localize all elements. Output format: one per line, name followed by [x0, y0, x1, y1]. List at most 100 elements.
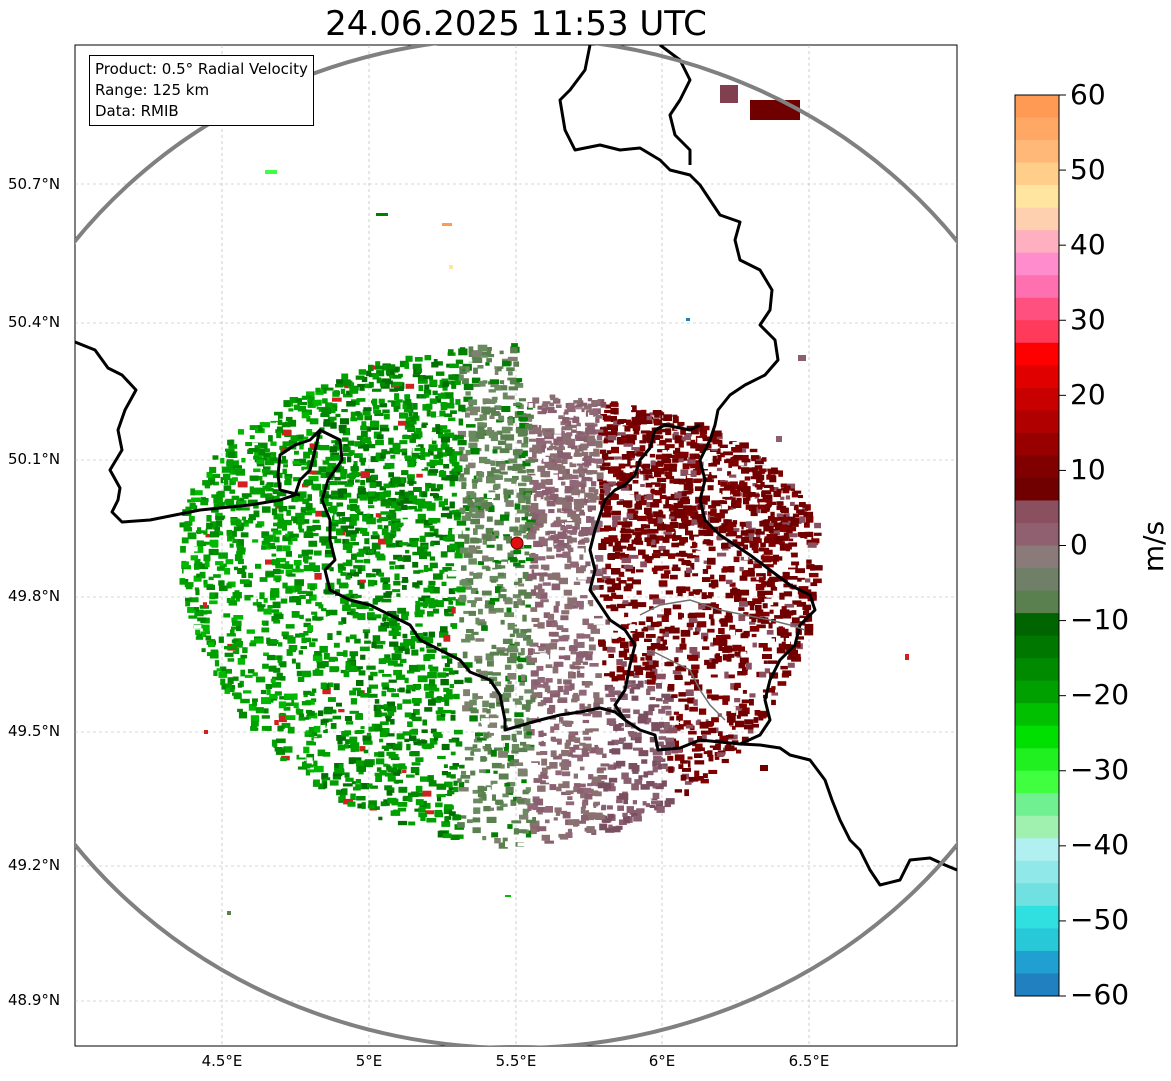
- echo-pixel: [638, 713, 649, 720]
- echo-pixel: [370, 806, 380, 810]
- echo-pixel: [227, 439, 234, 446]
- echo-pixel: [272, 601, 281, 609]
- echo-pixel: [572, 747, 580, 752]
- echo-pixel: [560, 765, 569, 771]
- echo-pixel: [323, 781, 328, 789]
- echo-pixel: [211, 508, 219, 513]
- echo-pixel: [635, 531, 642, 539]
- echo-pixel: [561, 628, 569, 633]
- echo-pixel: [308, 769, 315, 773]
- echo-pixel: [485, 527, 494, 534]
- echo-pixel: [779, 592, 785, 600]
- echo-pixel: [530, 703, 537, 711]
- echo-pixel: [446, 380, 453, 385]
- echo-pixel: [402, 585, 407, 590]
- echo-pixel: [397, 765, 407, 770]
- echo-pixel: [381, 378, 392, 383]
- echo-pixel: [362, 514, 368, 522]
- echo-pixel: [415, 684, 420, 691]
- echo-pixel: [631, 447, 640, 451]
- echo-pixel: [449, 501, 455, 509]
- echo-pixel: [420, 463, 425, 469]
- echo-pixel: [470, 537, 478, 542]
- echo-pixel: [478, 797, 483, 804]
- echo-pixel: [606, 431, 612, 438]
- echo-pixel: [261, 545, 267, 550]
- echo-pixel: [428, 517, 438, 524]
- echo-pixel: [701, 470, 710, 475]
- echo-pixel: [337, 488, 347, 494]
- echo-pixel: [402, 720, 408, 725]
- echo-pixel: [527, 760, 535, 765]
- echo-pixel: [559, 721, 565, 729]
- echo-pixel: [665, 590, 674, 595]
- echo-pixel: [598, 432, 608, 436]
- echo-pixel: [336, 578, 341, 585]
- echo-pixel: [367, 783, 373, 788]
- echo-pixel: [660, 483, 666, 488]
- echo-pixel: [543, 806, 553, 813]
- echo-pixel: [623, 816, 630, 824]
- echo-pixel: [338, 425, 347, 431]
- echo-pixel: [414, 508, 423, 512]
- echo-pixel: [661, 458, 672, 464]
- echo-pixel: [229, 489, 236, 494]
- echo-pixel: [512, 698, 521, 702]
- echo-pixel: [350, 793, 356, 801]
- echo-pixel: [303, 557, 308, 563]
- echo-pixel: [221, 685, 226, 690]
- echo-pixel: [548, 509, 555, 514]
- echo-pixel: [602, 462, 611, 466]
- echo-pixel: [535, 592, 541, 599]
- echo-pixel: [227, 677, 234, 684]
- echo-pixel: [351, 781, 356, 785]
- echo-pixel: [483, 806, 491, 812]
- echo-pixel: [462, 482, 467, 487]
- echo-pixel: [336, 630, 342, 636]
- echo-pixel: [695, 496, 702, 504]
- echo-pixel: [507, 552, 514, 560]
- echo-pixel: [310, 731, 318, 737]
- echo-pixel: [475, 733, 481, 740]
- echo-pixel: [336, 789, 341, 796]
- echo-pixel: [658, 546, 666, 551]
- echo-pixel: [285, 475, 291, 481]
- echo-pixel: [622, 407, 633, 411]
- echo-pixel: [209, 539, 219, 547]
- echo-pixel: [413, 738, 421, 744]
- echo-pixel: [504, 380, 510, 385]
- echo-pixel: [395, 540, 403, 548]
- echo-pixel: [381, 528, 389, 536]
- echo-pixel: [517, 469, 526, 474]
- echo-pixel: [715, 653, 720, 661]
- echo-pixel: [190, 555, 198, 561]
- echo-pixel: [611, 424, 619, 429]
- echo-pixel: [564, 468, 570, 476]
- echo-pixel: [234, 554, 243, 561]
- echo-pixel: [360, 471, 370, 479]
- echo-pixel: [716, 448, 721, 455]
- echo-pixel: [695, 612, 706, 618]
- echo-pixel: [316, 662, 326, 669]
- echo-pixel: [276, 476, 287, 481]
- echo-pixel: [342, 432, 351, 436]
- echo-pixel: [728, 653, 735, 658]
- echo-pixel: [633, 709, 640, 715]
- echo-pixel: [694, 557, 700, 563]
- echo-pixel: [298, 650, 303, 655]
- echo-pixel: [482, 707, 488, 713]
- echo-pixel: [739, 442, 749, 449]
- echo-pixel: [485, 399, 496, 404]
- echo-pixel: [458, 781, 465, 788]
- echo-pixel: [259, 592, 265, 600]
- echo-pixel: [465, 449, 471, 456]
- echo-pixel: [484, 444, 490, 452]
- echo-pixel: [593, 468, 601, 472]
- echo-pixel: [784, 644, 793, 650]
- echo-pixel: [568, 510, 576, 514]
- echo-pixel: [619, 474, 625, 482]
- echo-pixel: [705, 595, 713, 599]
- echo-pixel: [195, 530, 206, 534]
- echo-pixel: [275, 449, 281, 456]
- echo-pixel: [611, 510, 621, 516]
